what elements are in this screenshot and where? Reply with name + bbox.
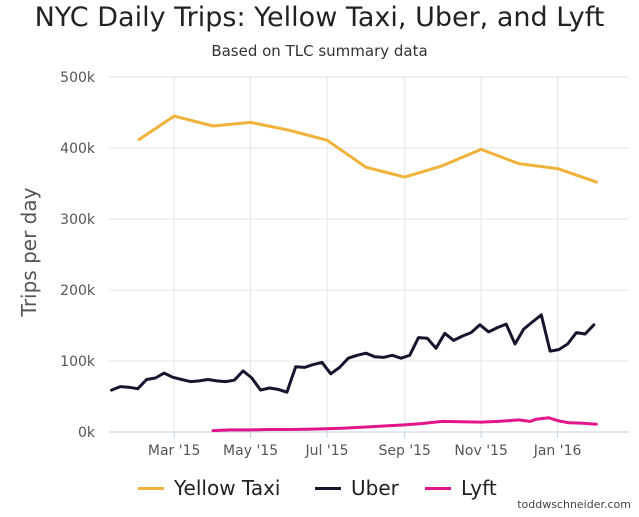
series-line-yellow-taxi[interactable] [137, 114, 598, 184]
x-tick-label: Sep '15 [378, 443, 431, 459]
chart-title: NYC Daily Trips: Yellow Taxi, Uber, and … [34, 2, 605, 33]
legend-item-lyft[interactable]: Lyft [425, 474, 497, 502]
series-line-lyft[interactable] [211, 416, 598, 433]
source-credit[interactable]: toddwschneider.com [517, 498, 631, 511]
x-tick-label: Jan '16 [533, 443, 582, 459]
x-tick-label: Jul '15 [305, 443, 349, 459]
legend-item-yellow-taxi[interactable]: Yellow Taxi [138, 474, 280, 502]
legend-swatch-lyft [425, 486, 451, 490]
legend-item-uber[interactable]: Uber [315, 474, 399, 502]
chart-subtitle: Based on TLC summary data [211, 42, 428, 60]
series-lines [110, 114, 598, 433]
x-tick-label: Nov '15 [454, 443, 507, 459]
y-tick-label: 400k [60, 141, 96, 157]
legend-label-lyft: Lyft [461, 476, 497, 500]
gridlines [109, 76, 629, 432]
x-axis: Mar '15 May '15 Jul '15 Sep '15 Nov '15 Jan '… [109, 431, 629, 459]
legend-swatch-yellow-taxi [138, 486, 164, 490]
legend-label-uber: Uber [351, 476, 399, 500]
y-tick-label: 0k [78, 425, 96, 441]
legend-swatch-uber [315, 486, 341, 490]
series-line-uber[interactable] [110, 313, 596, 394]
y-tick-label: 300k [60, 212, 96, 228]
y-tick-label: 500k [60, 70, 96, 86]
y-axis-label: Trips per day [17, 187, 41, 317]
y-tick-label: 200k [60, 283, 96, 299]
x-tick-label: Mar '15 [148, 443, 201, 459]
legend-label-yellow-taxi: Yellow Taxi [174, 476, 281, 500]
y-tick-label: 100k [60, 354, 96, 370]
y-axis: 0k 100k 200k 300k 400k 500k [60, 70, 96, 441]
x-tick-label: May '15 [223, 443, 278, 459]
